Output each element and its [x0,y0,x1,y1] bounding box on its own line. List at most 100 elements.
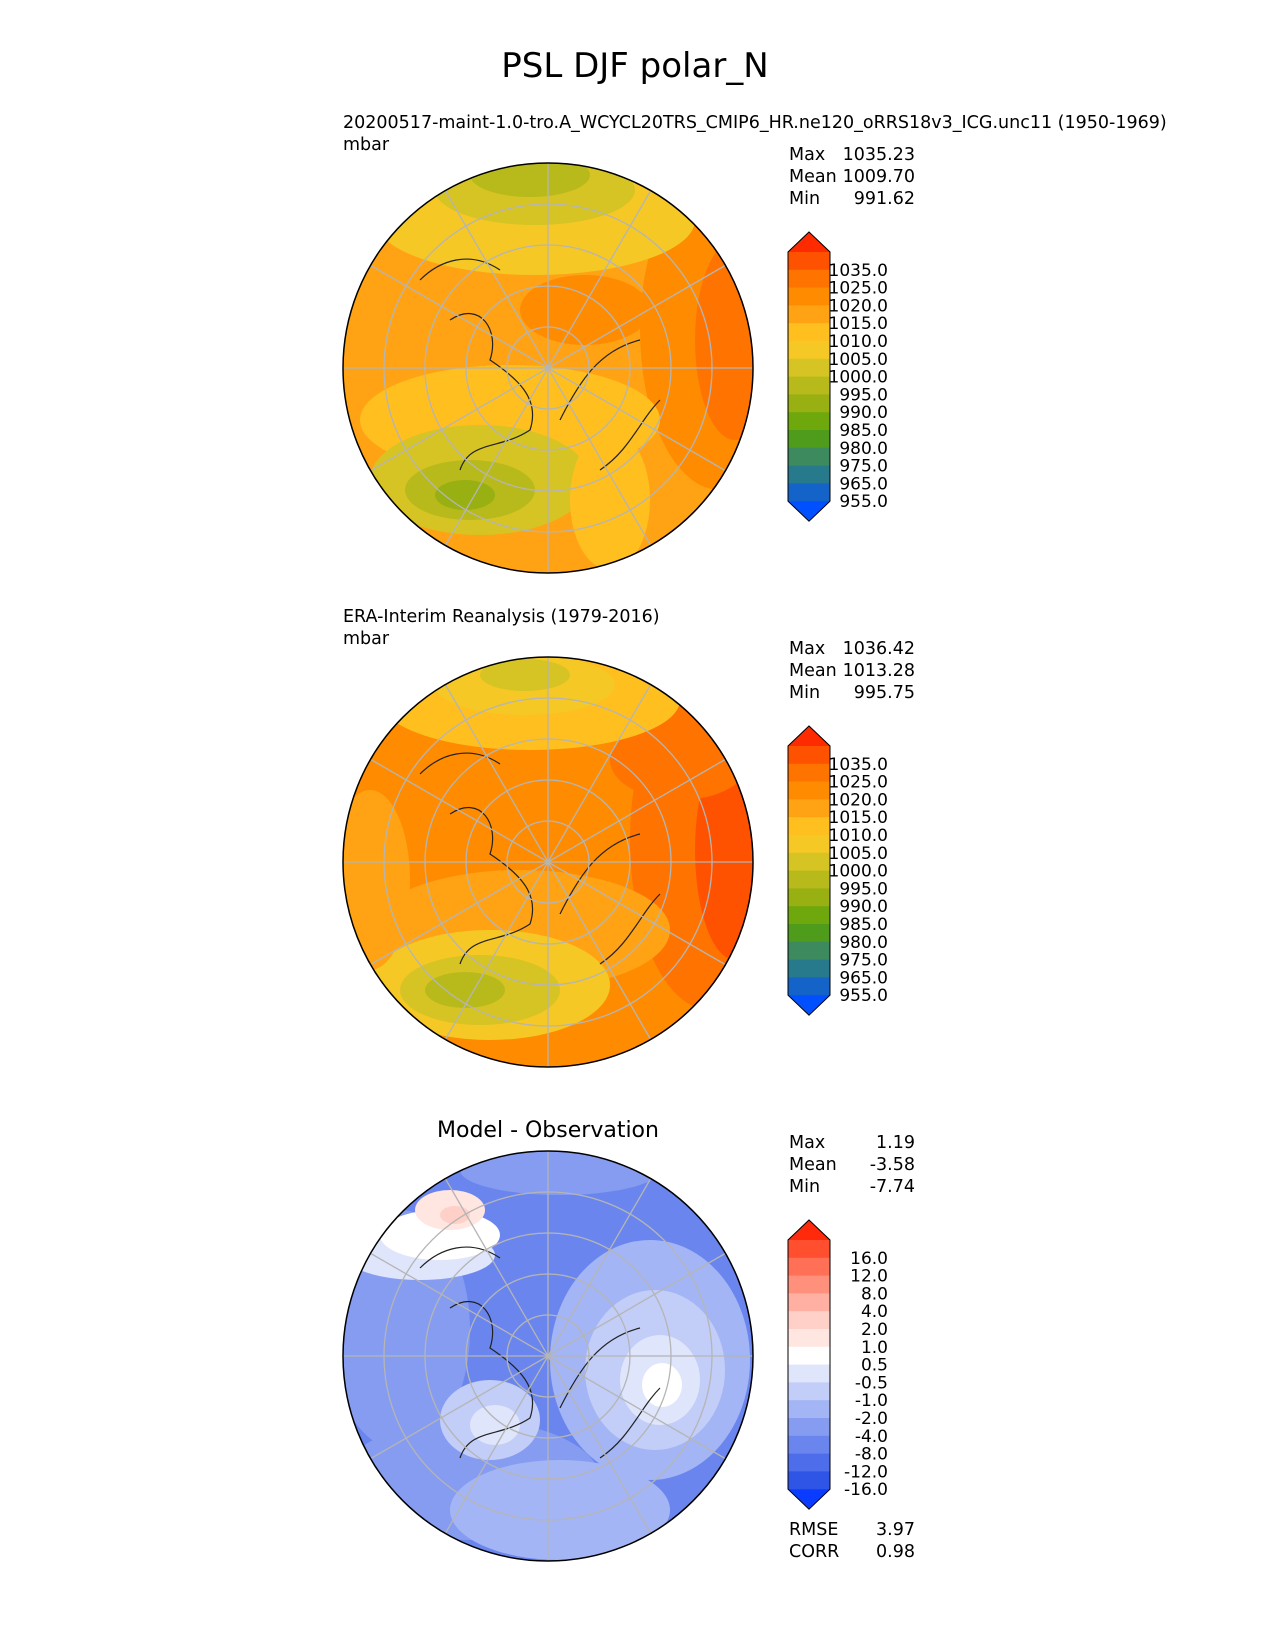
stat-max-value: 1.19 [876,1133,915,1153]
colorbar-segment [788,799,830,818]
graticule [343,657,753,1067]
panel-model: 20200517-maint-1.0-tro.A_WCYCL20TRS_CMIP… [342,113,1167,574]
stat-max-value: 1035.23 [843,145,915,165]
stat-max-label: Max [789,145,825,165]
colorbar-segment [788,746,830,765]
stat-min-label: Min [789,189,820,209]
colorbar-segment [788,835,830,854]
colorbar-tick-label: -1.0 [855,1391,888,1411]
colorbar-segment [788,269,830,289]
colorbar-tick-label: 2.0 [861,1320,888,1340]
colorbar-tick-label: 985.0 [839,915,888,935]
coastline [419,752,661,965]
colorbar-tick-label: 995.0 [839,385,888,405]
colorbar-tick-label: -0.5 [855,1373,888,1393]
colorbar-segment [788,1471,830,1490]
stat-mean-label: Mean [789,661,837,681]
stat-min-value: 995.75 [854,683,915,703]
field-west [343,790,410,970]
colorbar-tick-label: 965.0 [839,968,888,988]
rmse-label: RMSE [789,1520,838,1540]
colorbar: 16.012.08.04.02.01.00.5-0.5-1.0-2.0-4.0-… [787,1219,888,1510]
colorbar-outline [787,231,831,522]
field-south-central-core [470,1405,520,1445]
colorbar-segment [788,1275,830,1294]
map-border [342,1150,754,1562]
graticule [343,1151,753,1561]
colorbar-tick-label: 1020.0 [829,296,888,316]
colorbar-segment [788,870,830,889]
colorbar-tick-label: 1025.0 [829,279,888,299]
stat-min-label: Min [789,683,820,703]
rmse-value: 3.97 [876,1520,915,1540]
colorbar-tick-label: 985.0 [839,421,888,441]
colorbar-segment [788,852,830,872]
colorbar: 1035.01025.01020.01015.01010.01005.01000… [787,725,888,1016]
field-high-east-core [695,740,753,960]
stat-mean-value: 1013.28 [843,661,915,681]
map-border [342,656,754,1068]
error-stats-block: RMSE 3.97 CORR 0.98 [789,1520,915,1562]
colorbar-segment [788,394,830,413]
colorbar-segment [788,1293,830,1312]
colorbar-tick-label: 980.0 [839,933,888,953]
colorbar-segment [788,1364,830,1383]
colorbar-extend-min [788,995,830,1016]
stats-block: Max 1035.23 Mean 1009.70 Min 991.62 [789,145,915,209]
colorbar-tick-label: -4.0 [855,1427,888,1447]
colorbar-tick-label: 1015.0 [829,808,888,828]
colorbar-tick-label: -8.0 [855,1445,888,1465]
map-border [342,162,754,574]
colorbar-tick-label: 4.0 [861,1302,888,1322]
colorbar-tick-label: 8.0 [861,1284,888,1304]
colorbar-segment [788,959,830,978]
colorbar-segment [788,1382,830,1401]
colorbar-extend-min [788,1489,830,1510]
corr-value: 0.98 [876,1542,915,1562]
colorbar-tick-label: 965.0 [839,474,888,494]
colorbar-tick-label: -12.0 [844,1462,888,1482]
panel-title: Model - Observation [437,1118,659,1143]
colorbar-tick-label: 1015.0 [829,314,888,334]
colorbar-tick-label: 975.0 [839,951,888,971]
colorbar-segment [788,323,830,342]
colorbar-tick-label: 1035.0 [829,261,888,281]
field-north [460,1151,660,1195]
stats-block: Max 1.19 Mean -3.58 Min -7.74 [789,1133,915,1197]
colorbar-tick-label: 955.0 [839,986,888,1006]
colorbar-segment [788,305,830,324]
stat-mean-label: Mean [789,1155,837,1175]
colorbar-segment [788,817,830,836]
colorbar-tick-label: 1010.0 [829,826,888,846]
stats-block: Max 1036.42 Mean 1013.28 Min 995.75 [789,639,915,703]
colorbar-segment [788,1435,830,1455]
colorbar-segment [788,906,830,925]
figure-title: PSL DJF polar_N [501,46,768,86]
colorbar-tick-label: 1000.0 [829,862,888,882]
colorbar-extend-max [788,726,830,746]
coastline [419,1246,661,1459]
colorbar-extend-max [788,232,830,252]
colorbar-tick-label: 1000.0 [829,368,888,388]
stat-max-label: Max [789,639,825,659]
colorbar-segment [788,781,830,800]
panel-title: 20200517-maint-1.0-tro.A_WCYCL20TRS_CMIP… [343,113,1167,133]
field-east-zero [642,1363,682,1407]
colorbar-tick-label: -2.0 [855,1409,888,1429]
colorbar-tick-label: 1020.0 [829,790,888,810]
stat-mean-value: 1009.70 [843,167,915,187]
colorbar-segment [788,376,830,395]
panel-difference: Model - Observation [342,1118,915,1562]
colorbar: 1035.01025.01020.01015.01010.01005.01000… [787,231,888,522]
panel-reference: ERA-Interim Reanalysis (1979-2016) mbar [342,607,915,1068]
colorbar-segment [788,1311,830,1330]
colorbar-tick-label: 1010.0 [829,332,888,352]
panel-title: ERA-Interim Reanalysis (1979-2016) [343,607,660,627]
colorbar-segment [788,252,830,271]
colorbar-segment [788,447,830,467]
map-field [343,657,753,1067]
colorbar-outline [787,725,831,1016]
field-mid-south [570,430,650,570]
colorbar-tick-label: 990.0 [839,403,888,423]
